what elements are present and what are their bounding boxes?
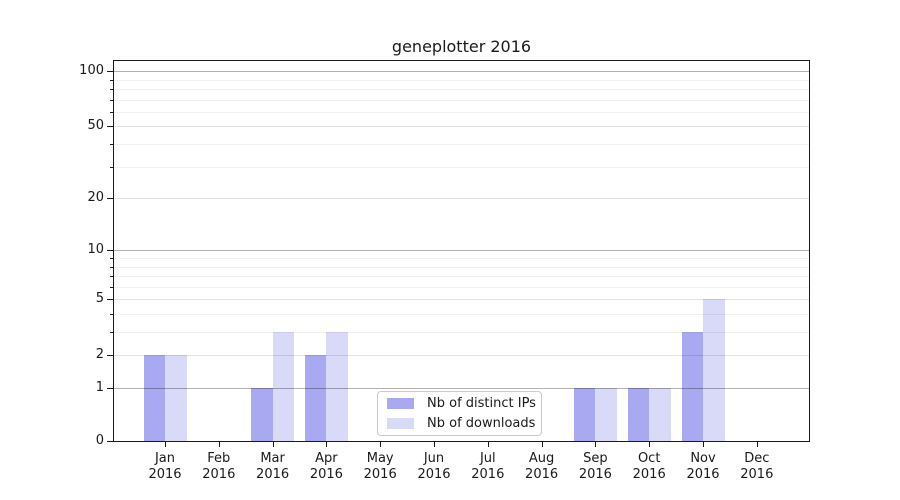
- x-tick-mark: [703, 442, 704, 447]
- x-tick-label: Feb 2016: [202, 451, 236, 482]
- bar: [649, 388, 671, 441]
- y-tick-mark: [107, 198, 113, 200]
- bar: [143, 355, 165, 441]
- x-tick-label: Nov 2016: [686, 451, 720, 482]
- x-tick-label: Aug 2016: [525, 451, 559, 482]
- bar: [326, 332, 348, 441]
- y-tick-label: 10: [87, 242, 104, 258]
- legend-label: Nb of distinct IPs: [427, 396, 536, 411]
- bar: [627, 388, 650, 441]
- legend-entry-distinct-ips: Nb of distinct IPs: [387, 396, 541, 411]
- gridlines-layer: [114, 61, 809, 441]
- grid-line-minor: [114, 258, 809, 260]
- x-tick-mark: [218, 442, 220, 447]
- y-minor-tick-mark: [110, 111, 113, 113]
- grid-line: [114, 299, 809, 301]
- bar: [304, 355, 327, 441]
- x-tick-mark: [649, 442, 651, 447]
- grid-line: [114, 126, 809, 128]
- bar: [595, 388, 617, 441]
- y-minor-tick-mark: [110, 166, 113, 168]
- y-tick-mark: [107, 250, 113, 252]
- bars-layer: [114, 61, 809, 441]
- y-tick-label: 20: [87, 190, 104, 206]
- grid-line-minor: [114, 332, 809, 334]
- plot-area: [113, 60, 810, 442]
- x-tick-mark: [326, 442, 328, 447]
- grid-line-major: [114, 250, 809, 252]
- y-tick-mark: [107, 441, 113, 442]
- y-minor-tick-mark: [110, 144, 113, 146]
- grid-line: [114, 355, 809, 357]
- y-tick-mark: [107, 388, 113, 390]
- x-tick-mark: [165, 442, 166, 447]
- grid-line: [114, 198, 809, 200]
- chart-title: geneplotter 2016: [391, 37, 532, 56]
- x-tick-label: Jul 2016: [471, 451, 505, 482]
- bar: [272, 332, 295, 441]
- legend-label: Nb of downloads: [427, 416, 536, 431]
- y-minor-tick-mark: [110, 286, 113, 288]
- y-minor-tick-mark: [110, 276, 113, 278]
- y-minor-tick-mark: [110, 266, 113, 268]
- bar: [251, 388, 273, 441]
- grid-line-major: [114, 71, 809, 73]
- grid-line-minor: [114, 286, 809, 288]
- x-tick-mark: [272, 442, 274, 447]
- x-tick-label: May 2016: [363, 451, 397, 482]
- legend-entry-downloads: Nb of downloads: [387, 416, 541, 431]
- grid-line-minor: [114, 276, 809, 278]
- grid-line-minor: [114, 79, 809, 81]
- grid-line-minor: [114, 111, 809, 113]
- x-tick-mark: [595, 442, 597, 447]
- y-minor-tick-mark: [110, 258, 113, 260]
- x-tick-label: Jan 2016: [148, 451, 182, 482]
- y-tick-label: 5: [95, 291, 104, 307]
- x-tick-label: Sep 2016: [578, 451, 612, 482]
- bar: [165, 355, 187, 441]
- grid-line-minor: [114, 266, 809, 268]
- x-tick-mark: [434, 442, 435, 447]
- bar: [703, 299, 725, 441]
- grid-line-minor: [114, 99, 809, 101]
- x-tick-label: Apr 2016: [309, 451, 343, 482]
- y-tick-label: 2: [95, 347, 104, 363]
- grid-line-minor: [114, 166, 809, 168]
- x-tick-mark: [756, 442, 758, 447]
- x-tick-label: Dec 2016: [740, 451, 774, 482]
- y-tick-label: 100: [79, 63, 104, 79]
- legend: Nb of distinct IPs Nb of downloads: [377, 391, 542, 436]
- legend-swatch-downloads-icon: [387, 418, 414, 429]
- x-tick-label: Mar 2016: [256, 451, 290, 482]
- x-tick-mark: [487, 442, 489, 447]
- y-minor-tick-mark: [110, 332, 113, 334]
- x-tick-mark: [380, 442, 382, 447]
- y-minor-tick-mark: [110, 79, 113, 81]
- grid-line-minor: [114, 89, 809, 91]
- grid-line-major: [114, 388, 809, 390]
- x-tick-label: Oct 2016: [632, 451, 666, 482]
- y-tick-label: 50: [87, 118, 104, 134]
- y-tick-label: 1: [95, 380, 104, 396]
- x-tick-label: Jun 2016: [417, 451, 451, 482]
- legend-swatch-distinct-ips-icon: [387, 398, 414, 409]
- grid-line-minor: [114, 314, 809, 315]
- x-tick-mark: [541, 442, 543, 447]
- y-minor-tick-mark: [110, 314, 113, 315]
- y-tick-mark: [107, 71, 113, 73]
- y-tick-mark: [107, 299, 113, 301]
- y-tick-mark: [107, 126, 113, 128]
- bar: [573, 388, 596, 441]
- grid-line-minor: [114, 144, 809, 146]
- y-tick-mark: [107, 355, 113, 357]
- y-minor-tick-mark: [110, 99, 113, 101]
- bar: [681, 332, 703, 441]
- y-tick-label: 0: [95, 433, 104, 448]
- y-minor-tick-mark: [110, 89, 113, 91]
